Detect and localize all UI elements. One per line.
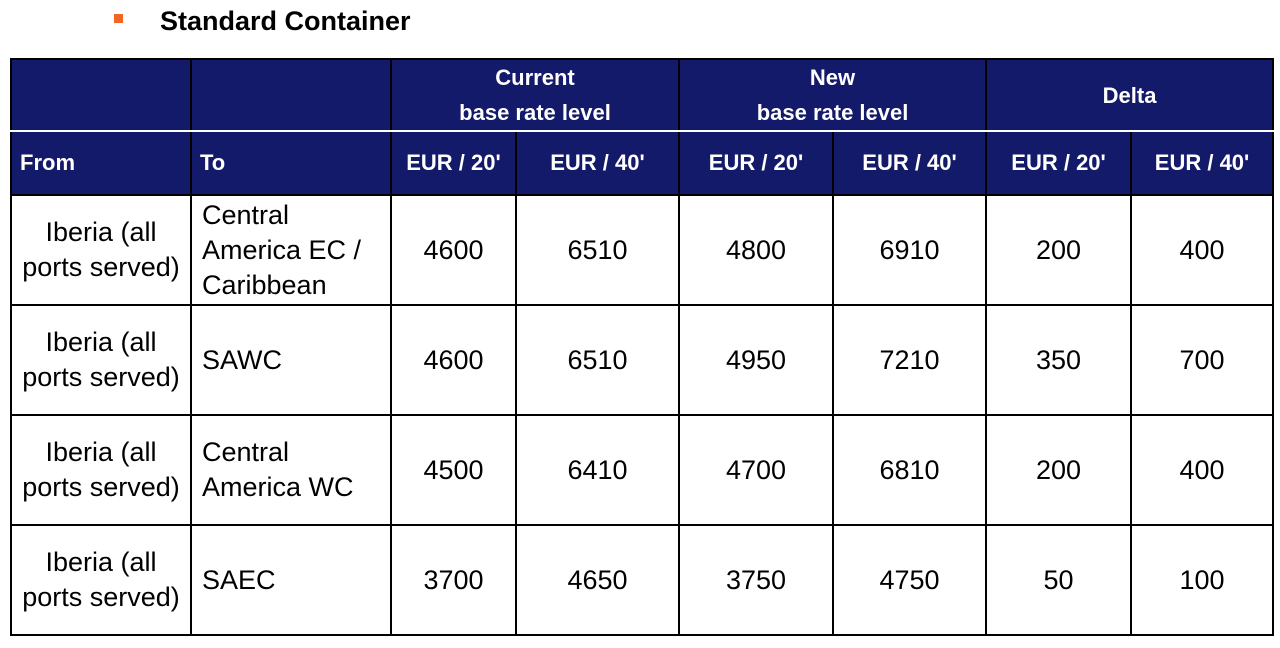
table-body: Iberia (all ports served) Central America… (10, 194, 1275, 636)
rate-cell: 4800 (678, 194, 835, 306)
section-title: Standard Container (160, 6, 411, 36)
table-row: Iberia (all ports served) SAEC 3700 4650 375… (10, 524, 1275, 636)
from-cell: Iberia (all ports served) (10, 194, 192, 306)
bullet (114, 14, 123, 23)
table-row: Iberia (all ports served) SAWC 4600 6510 495… (10, 304, 1275, 416)
rate-cell: 4600 (390, 194, 517, 306)
rate-cell: 4700 (678, 414, 835, 526)
rate-cell: 3700 (390, 524, 517, 636)
column-header: EUR / 20' (678, 130, 835, 196)
rate-cell: 6410 (514, 414, 681, 526)
rate-cell: 6510 (514, 194, 681, 306)
rate-cell: 4600 (390, 304, 517, 416)
rate-cell: 50 (985, 524, 1133, 636)
rate-cell: 4500 (390, 414, 517, 526)
to-cell: Central America EC / Caribbean (190, 194, 392, 306)
to-cell: SAWC (190, 304, 392, 416)
column-header: EUR / 40' (1130, 130, 1275, 196)
to-cell: SAEC (190, 524, 392, 636)
column-header: To (190, 130, 392, 196)
rate-cell: 400 (1130, 194, 1275, 306)
column-header: EUR / 20' (390, 130, 517, 196)
rate-cell: 6810 (832, 414, 988, 526)
group-header-row: Current base rate level New base rate lev… (10, 58, 1275, 132)
group-header: Current base rate level (389, 58, 681, 132)
rate-cell: 350 (985, 304, 1133, 416)
column-header: EUR / 20' (985, 130, 1133, 196)
rate-cell: 6510 (514, 304, 681, 416)
rate-cell: 7210 (832, 304, 988, 416)
from-cell: Iberia (all ports served) (10, 414, 192, 526)
table-row: Iberia (all ports served) Central America… (10, 194, 1275, 306)
rate-cell: 200 (985, 194, 1133, 306)
blank-header (190, 58, 392, 132)
rate-cell: 400 (1130, 414, 1275, 526)
rate-cell: 100 (1130, 524, 1275, 636)
rate-cell: 200 (985, 414, 1133, 526)
from-cell: Iberia (all ports served) (10, 524, 192, 636)
column-header: EUR / 40' (514, 130, 681, 196)
rate-cell: 4750 (832, 524, 988, 636)
from-cell: Iberia (all ports served) (10, 304, 192, 416)
table-row: Iberia (all ports served) Central America… (10, 414, 1275, 526)
rate-cell: 3750 (678, 524, 835, 636)
group-header: New base rate level (678, 58, 988, 132)
rate-table: Current base rate level New base rate lev… (10, 58, 1275, 636)
blank-header (10, 58, 192, 132)
rate-cell: 4650 (514, 524, 681, 636)
group-header: Delta (985, 58, 1275, 132)
column-header: From (10, 130, 192, 196)
rate-cell: 4950 (678, 304, 835, 416)
column-header: EUR / 40' (832, 130, 988, 196)
rate-cell: 700 (1130, 304, 1275, 416)
rate-cell: 6910 (832, 194, 988, 306)
column-header-row: From To EUR / 20' EUR / 40' EUR / 20' EUR / 4… (10, 130, 1275, 196)
to-cell: Central America WC (190, 414, 392, 526)
